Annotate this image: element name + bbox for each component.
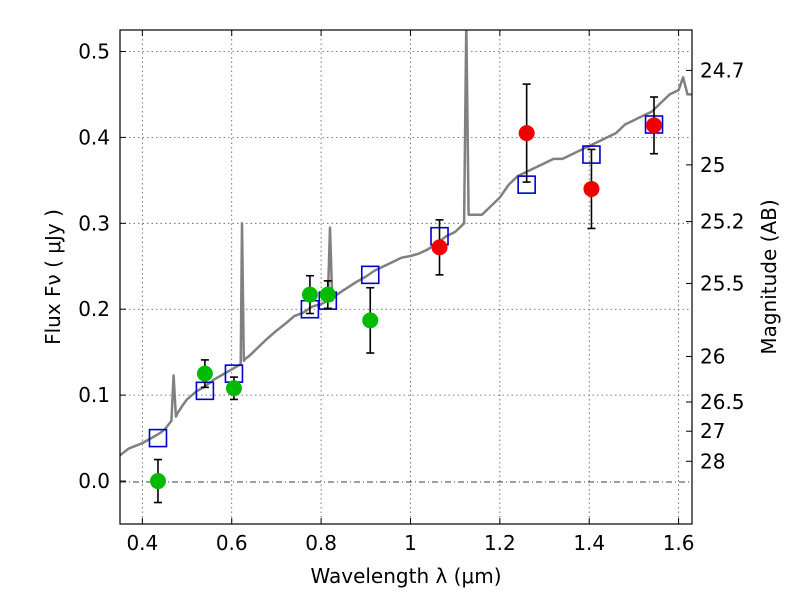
- x-tick-label: 1.6: [663, 531, 695, 555]
- grid-lines: [120, 30, 692, 524]
- plot-frame: [119, 29, 693, 525]
- observed-point: [301, 286, 318, 303]
- y2-tick-label: 28: [700, 449, 725, 473]
- observed-point: [518, 125, 535, 142]
- axis-ticks: 0.4 0.6 0.8 1 1.2 1.4 1.6 0.0 0.1 0.2 0.3 0.4 0.5 24.…: [78, 30, 745, 555]
- y-tick-label: 0.5: [78, 39, 110, 63]
- y-tick-label: 0.0: [78, 469, 110, 493]
- y2-tick-label: 26: [700, 344, 725, 368]
- y2-tick-label: 25.2: [700, 210, 745, 234]
- y2-tick-label: 25.5: [700, 271, 745, 295]
- y2-tick-label: 24.7: [700, 58, 745, 82]
- y2-tick-label: 27: [700, 419, 725, 443]
- x-tick-label: 1.2: [484, 531, 516, 555]
- y2-tick-label: 25: [700, 153, 725, 177]
- x-tick-label: 0.4: [126, 531, 158, 555]
- model-photometry-point: [360, 265, 380, 285]
- observed-point: [431, 239, 448, 256]
- y2-tick-label: 26.5: [700, 390, 745, 414]
- y-axis-label: Flux Fν ( μJy ): [41, 209, 65, 345]
- observed-point: [196, 365, 213, 382]
- y-tick-label: 0.2: [78, 297, 110, 321]
- observed-point: [362, 312, 379, 329]
- observed-point: [319, 286, 336, 303]
- observed-point: [149, 473, 166, 490]
- x-tick-label: 0.6: [216, 531, 248, 555]
- y-tick-label: 0.3: [78, 211, 110, 235]
- model-photometry-point: [148, 428, 168, 448]
- observed-point: [583, 180, 600, 197]
- x-tick-label: 1: [404, 531, 417, 555]
- observed-point: [225, 380, 242, 397]
- x-axis-label: Wavelength λ (μm): [310, 564, 501, 588]
- x-tick-label: 1.4: [573, 531, 605, 555]
- y-tick-label: 0.4: [78, 125, 110, 149]
- y-tick-label: 0.1: [78, 383, 110, 407]
- y2-axis-label: Magnitude (AB): [757, 199, 781, 354]
- x-tick-label: 0.8: [305, 531, 337, 555]
- observed-point: [646, 117, 663, 134]
- plot-area: [120, 30, 692, 504]
